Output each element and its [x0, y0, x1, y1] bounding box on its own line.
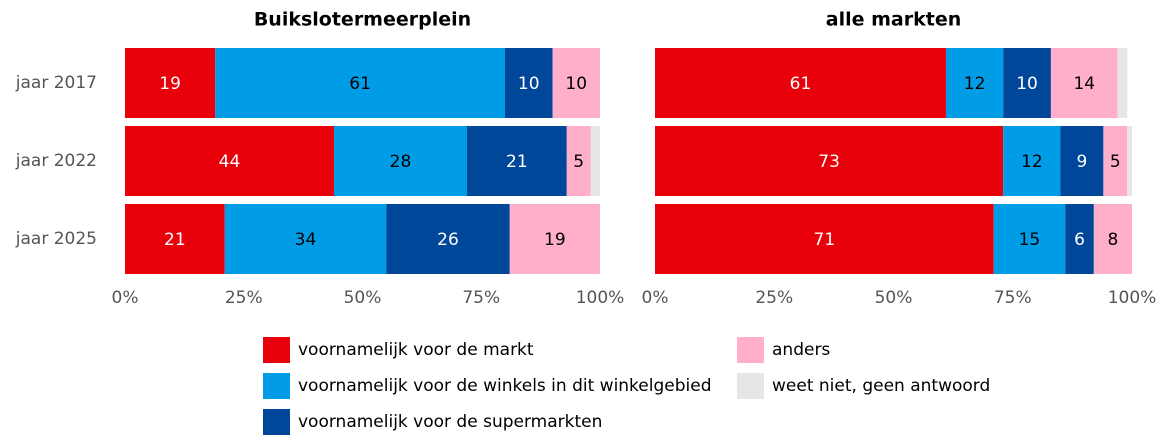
x-tick-label: 100%: [576, 288, 625, 308]
y-tick-label: jaar 2022: [15, 151, 97, 171]
bar-segment: [1003, 48, 1051, 118]
data-label: 10: [1016, 74, 1038, 94]
data-label: 8: [1108, 230, 1119, 250]
data-label: 71: [814, 230, 836, 250]
bar-segment: [334, 126, 467, 196]
legend-swatch: [737, 373, 764, 399]
data-label: 19: [159, 74, 181, 94]
data-label: 9: [1077, 152, 1088, 172]
x-tick-label: 100%: [1108, 288, 1157, 308]
y-tick-label: jaar 2025: [15, 229, 97, 249]
data-label: 21: [506, 152, 528, 172]
data-label: 61: [790, 74, 812, 94]
data-label: 5: [1110, 152, 1121, 172]
bar-segment: [1060, 126, 1104, 196]
data-label: 44: [219, 152, 241, 172]
legend-label: voornamelijk voor de supermarkten: [298, 412, 602, 432]
x-tick-label: 50%: [875, 288, 913, 308]
x-tick-label: 75%: [462, 288, 500, 308]
bar-segment: [945, 48, 1004, 118]
bar-segment: [655, 48, 946, 118]
bar-segment: [125, 204, 225, 274]
bar-segment: [509, 204, 600, 274]
x-tick-label: 25%: [225, 288, 263, 308]
data-label: 21: [164, 230, 186, 250]
bar-segment: [125, 48, 216, 118]
bar-segment: [386, 204, 510, 274]
legend-swatch: [263, 337, 290, 363]
bar-segment: [566, 126, 591, 196]
y-tick-label: jaar 2017: [15, 73, 97, 93]
data-label: 14: [1073, 74, 1095, 94]
data-label: 73: [818, 152, 840, 172]
legend-swatch: [737, 337, 764, 363]
chart-title: alle markten: [826, 9, 961, 31]
bar-segment: [1050, 48, 1118, 118]
bar-segment: [125, 126, 334, 196]
x-tick-label: 50%: [344, 288, 382, 308]
x-tick-label: 0%: [642, 288, 669, 308]
bar-segment: [993, 204, 1066, 274]
bar-segment: [1093, 204, 1132, 274]
bar-segment: [1065, 204, 1094, 274]
bar-segment: [1127, 126, 1132, 196]
data-label: 12: [1021, 152, 1043, 172]
bar-segment: [1003, 126, 1061, 196]
data-label: 15: [1019, 230, 1041, 250]
legend-label: voornamelijk voor de winkels in dit wink…: [298, 376, 712, 396]
x-tick-label: 0%: [112, 288, 139, 308]
bar-segment: [1117, 48, 1128, 118]
legend-swatch: [263, 373, 290, 399]
data-label: 26: [437, 230, 459, 250]
data-label: 6: [1074, 230, 1085, 250]
data-label: 61: [349, 74, 371, 94]
bar-segment: [505, 48, 553, 118]
bar-segment: [655, 204, 994, 274]
data-label: 28: [390, 152, 412, 172]
chart-title: Buikslotermeerplein: [254, 9, 471, 31]
legend-label: weet niet, geen antwoord: [772, 376, 990, 396]
x-tick-label: 75%: [994, 288, 1032, 308]
bar-segment: [1103, 126, 1128, 196]
bar-segment: [215, 48, 505, 118]
bar-segment: [467, 126, 567, 196]
data-label: 10: [518, 74, 540, 94]
data-label: 5: [573, 152, 584, 172]
data-label: 10: [565, 74, 587, 94]
bar-segment: [552, 48, 600, 118]
data-label: 12: [964, 74, 986, 94]
bar-segment: [224, 204, 387, 274]
x-tick-label: 25%: [755, 288, 793, 308]
data-label: 19: [544, 230, 566, 250]
legend-label: anders: [772, 340, 830, 360]
bar-segment: [655, 126, 1004, 196]
bar-segment: [590, 126, 600, 196]
legend-swatch: [263, 409, 290, 435]
legend-label: voornamelijk voor de markt: [298, 340, 534, 360]
data-label: 34: [295, 230, 317, 250]
